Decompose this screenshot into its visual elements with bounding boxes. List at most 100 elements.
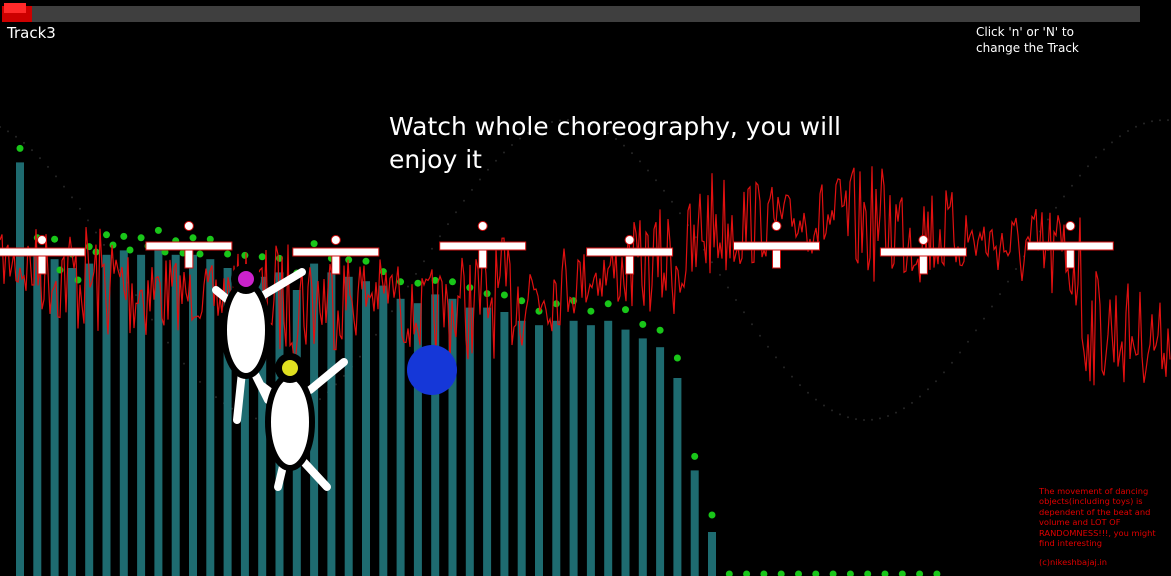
- wave-dot: [1127, 130, 1129, 132]
- cross-marker-icon: [145, 221, 233, 269]
- wave-dot: [479, 178, 481, 181]
- peak-dot: [587, 307, 595, 315]
- wave-dot: [751, 323, 753, 326]
- spectrum-bar: [50, 259, 59, 576]
- wave-dot: [0, 126, 1, 128]
- wave-dot: [783, 366, 785, 369]
- wave-dot: [95, 231, 97, 234]
- wave-dot: [615, 138, 617, 140]
- wave-dot: [951, 361, 953, 364]
- cross-marker-icon: [733, 221, 820, 269]
- peak-dot: [241, 251, 249, 259]
- wave-dot: [607, 132, 609, 135]
- spectrum-bar: [344, 276, 353, 576]
- wave-dot: [215, 396, 217, 399]
- wave-dot: [1047, 218, 1049, 221]
- wave-dot: [1095, 156, 1097, 159]
- wave-dot: [255, 417, 257, 420]
- penguin-toy-icon: [258, 353, 348, 491]
- peak-dot: [552, 300, 560, 308]
- spectrum-bar: [483, 307, 492, 576]
- wave-dot: [79, 207, 81, 210]
- peak-dot: [777, 570, 785, 576]
- wave-dot: [967, 340, 969, 343]
- wave-dot: [639, 160, 641, 163]
- spectrum-bar: [569, 320, 578, 576]
- peak-dot: [708, 511, 716, 519]
- wave-dot: [959, 351, 961, 354]
- wave-dot: [887, 415, 889, 417]
- track-change-hint: Click 'n' or 'N' to change the Track: [976, 25, 1079, 55]
- spectrum-bar: [448, 298, 457, 576]
- wave-dot: [847, 416, 849, 419]
- wave-dot: [431, 247, 433, 250]
- peak-dot: [103, 231, 110, 239]
- wave-dot: [559, 119, 561, 122]
- wave-dot: [1135, 125, 1137, 128]
- progress-track[interactable]: [2, 6, 1140, 22]
- wave-dot: [31, 149, 33, 152]
- peak-dot: [224, 250, 232, 258]
- wave-dot: [1119, 135, 1121, 138]
- wave-dot: [767, 345, 769, 348]
- wave-dot: [695, 236, 697, 239]
- peak-dot: [310, 240, 318, 248]
- wave-dot: [631, 152, 633, 155]
- wave-dot: [623, 144, 625, 147]
- penguin-toy-icon: [212, 264, 306, 424]
- wave-dot: [735, 299, 737, 301]
- wave-dot: [935, 380, 937, 383]
- wave-dot: [879, 417, 881, 420]
- spectrum-bar: [362, 281, 370, 576]
- peak-dot: [74, 276, 82, 284]
- wave-dot: [7, 130, 9, 133]
- spectrum-bar: [240, 272, 249, 576]
- spectrum-bar: [604, 320, 613, 576]
- spectrum-bars: [16, 162, 716, 576]
- wave-dot: [975, 329, 977, 332]
- wave-dot: [199, 380, 201, 383]
- spectrum-bar: [638, 338, 647, 576]
- spectrum-bar: [396, 298, 405, 576]
- wave-dot: [551, 121, 553, 123]
- spectrum-bar: [465, 307, 474, 576]
- wave-dot: [655, 179, 657, 182]
- cross-markers: [0, 221, 1114, 275]
- spectrum-bar: [327, 272, 336, 576]
- wave-dot: [463, 199, 465, 202]
- wave-dot: [863, 419, 865, 421]
- credit-link[interactable]: (c)nikeshbajaj.in: [1039, 557, 1108, 567]
- spectrum-bar: [673, 378, 682, 576]
- wave-dot: [23, 141, 25, 144]
- peak-dot: [743, 570, 751, 576]
- spectrum-bar: [102, 254, 111, 576]
- track-label: Track3: [7, 24, 56, 42]
- cross-marker-icon: [439, 221, 527, 269]
- peak-dot: [673, 354, 681, 362]
- peak-dot: [933, 570, 941, 576]
- peak-dot: [812, 570, 820, 576]
- spectrum-bar: [85, 263, 94, 576]
- wave-dot: [343, 374, 345, 377]
- spectrum-bar: [535, 325, 543, 576]
- wave-dot: [335, 383, 337, 386]
- peak-dot: [795, 570, 802, 576]
- wave-dot: [1079, 174, 1081, 177]
- wave-dot: [727, 286, 729, 289]
- peak-dot: [691, 452, 699, 460]
- wave-dot: [87, 219, 89, 222]
- peak-dot: [881, 570, 889, 576]
- waveform: [0, 166, 1171, 386]
- wave-dot: [503, 151, 505, 154]
- spectrum-bar: [552, 320, 561, 576]
- wave-dot: [319, 398, 321, 401]
- wave-dot: [535, 127, 537, 130]
- wave-dot: [1087, 165, 1089, 168]
- spectrum-bar: [171, 254, 180, 576]
- spectrum-bar: [621, 329, 630, 576]
- spectrum-bar: [223, 268, 232, 576]
- wave-dot: [455, 211, 457, 214]
- headline: Watch whole choreography, you will enjoy…: [389, 112, 841, 174]
